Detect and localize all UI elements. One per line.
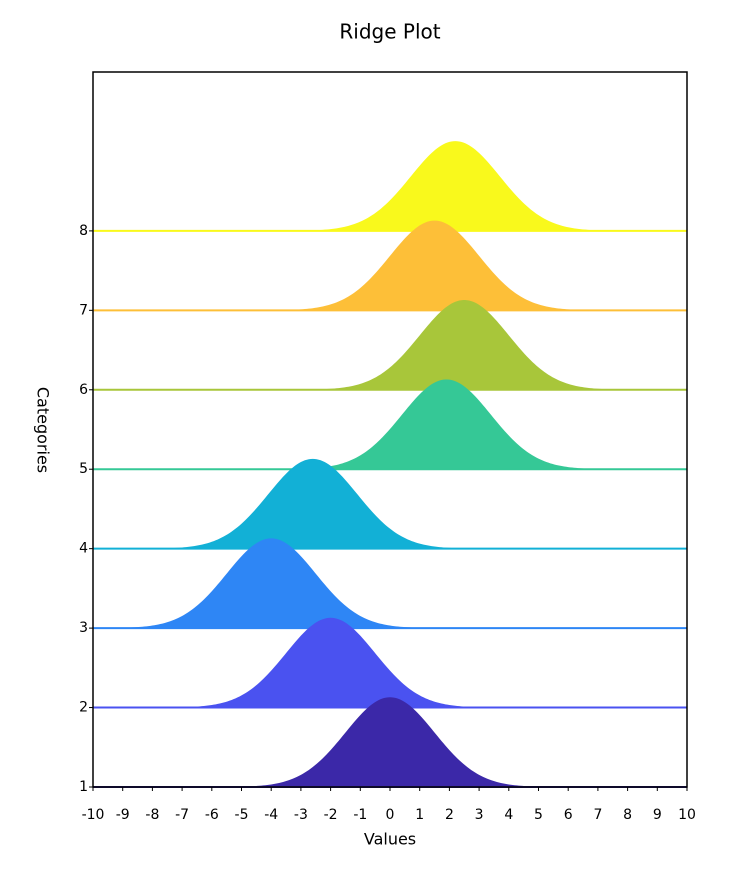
x-tick-label: 6 — [564, 807, 573, 823]
x-tick-label: -6 — [205, 807, 219, 823]
x-tick-label: -4 — [264, 807, 278, 823]
ridge-area — [93, 141, 687, 231]
x-tick-label: 9 — [653, 807, 662, 823]
y-tick-label: 4 — [79, 541, 88, 557]
ridge-area — [93, 697, 687, 787]
x-tick-label: 3 — [475, 807, 484, 823]
chart-title: Ridge Plot — [339, 20, 440, 44]
x-tick-label: 10 — [678, 807, 696, 823]
x-tick-label: 1 — [415, 807, 424, 823]
x-axis-label: Values — [364, 830, 416, 849]
ridge-area — [93, 617, 687, 708]
x-tick-label: 2 — [445, 807, 454, 823]
ridge-area — [93, 220, 687, 311]
x-tick-label: 5 — [534, 807, 543, 823]
x-tick-label: -8 — [145, 807, 159, 823]
y-tick-label: 3 — [79, 620, 88, 636]
y-tick-label: 8 — [79, 223, 88, 239]
y-tick-label: 6 — [79, 382, 88, 398]
y-tick-label: 5 — [79, 461, 88, 477]
x-tick-label: -1 — [353, 807, 367, 823]
x-tick-label: 4 — [504, 807, 513, 823]
x-tick-label: 0 — [386, 807, 395, 823]
x-tick-label: 8 — [623, 807, 632, 823]
x-tick-label: 7 — [593, 807, 602, 823]
y-tick-label: 1 — [79, 779, 88, 795]
x-tick-label: -5 — [235, 807, 249, 823]
ridge-area — [93, 458, 687, 549]
x-tick-label: -7 — [175, 807, 189, 823]
x-tick-label: -9 — [116, 807, 130, 823]
x-tick-label: -10 — [82, 807, 105, 823]
ridge-area — [93, 300, 687, 390]
ridge-area — [93, 379, 687, 470]
y-tick-label: 2 — [79, 700, 88, 716]
y-tick-label: 7 — [79, 302, 88, 318]
x-tick-label: -2 — [324, 807, 338, 823]
y-axis-label: Categories — [34, 387, 53, 473]
ridge-area — [93, 538, 687, 629]
x-tick-label: -3 — [294, 807, 308, 823]
